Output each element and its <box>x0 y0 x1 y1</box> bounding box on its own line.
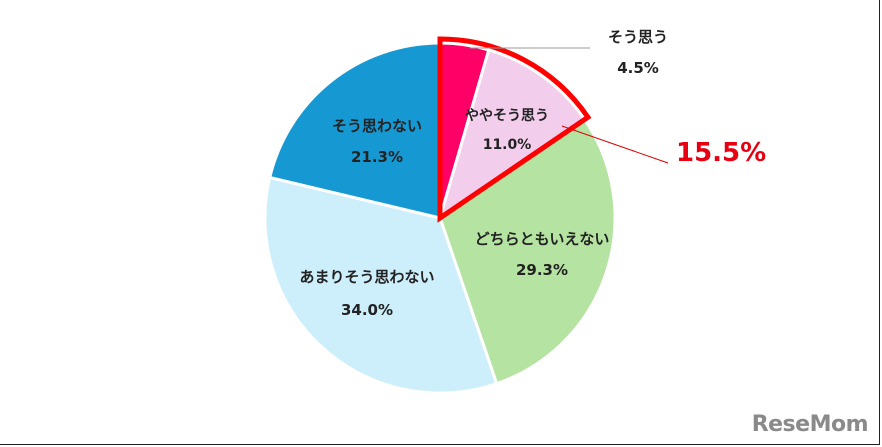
label-dochira: どちらともいえない 29.3% <box>474 230 610 279</box>
pie-slice <box>263 175 499 395</box>
highlight-total: 15.5% <box>676 138 767 168</box>
label-sou-omou: そう思う 4.5% <box>607 28 668 77</box>
label-yaya-sou-omou: ややそう思う 11.0% <box>465 108 549 153</box>
leader-line <box>561 125 669 164</box>
label-amari: あまりそう思わない 34.0% <box>299 268 435 319</box>
pie-slice <box>437 48 587 222</box>
pie-slice <box>438 117 617 386</box>
resemom-logo: ReseMom <box>751 412 869 437</box>
highlight-outline <box>437 36 592 223</box>
label-sou-omowanai: そう思わない 21.3% <box>331 117 422 166</box>
pie-slice <box>267 41 442 220</box>
